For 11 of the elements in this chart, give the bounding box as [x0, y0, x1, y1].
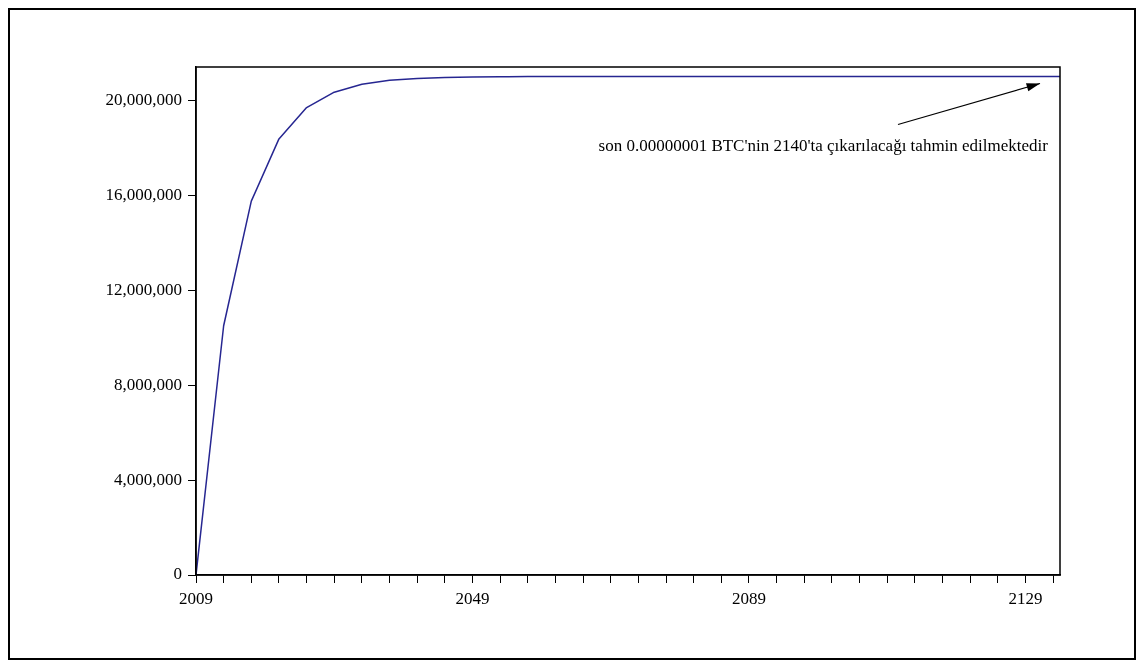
y-tick-label: 12,000,000 — [105, 279, 182, 299]
y-tick-label: 8,000,000 — [114, 374, 182, 394]
annotation: son 0.00000001 BTC'nin 2140'ta çıkarılacağı tahmin edilmektedir — [598, 136, 1049, 156]
x-tick-label: 2009 — [179, 588, 213, 608]
x-tick-label: 2089 — [731, 588, 766, 608]
y-tick-label: 0 — [173, 564, 182, 584]
x-tick-label: 2129 — [1008, 588, 1043, 608]
y-tick-label: 20,000,000 — [105, 89, 182, 109]
y-tick-label: 4,000,000 — [114, 469, 182, 489]
x-tick-label: 2049 — [455, 588, 490, 608]
y-tick-label: 16,000,000 — [105, 184, 182, 204]
